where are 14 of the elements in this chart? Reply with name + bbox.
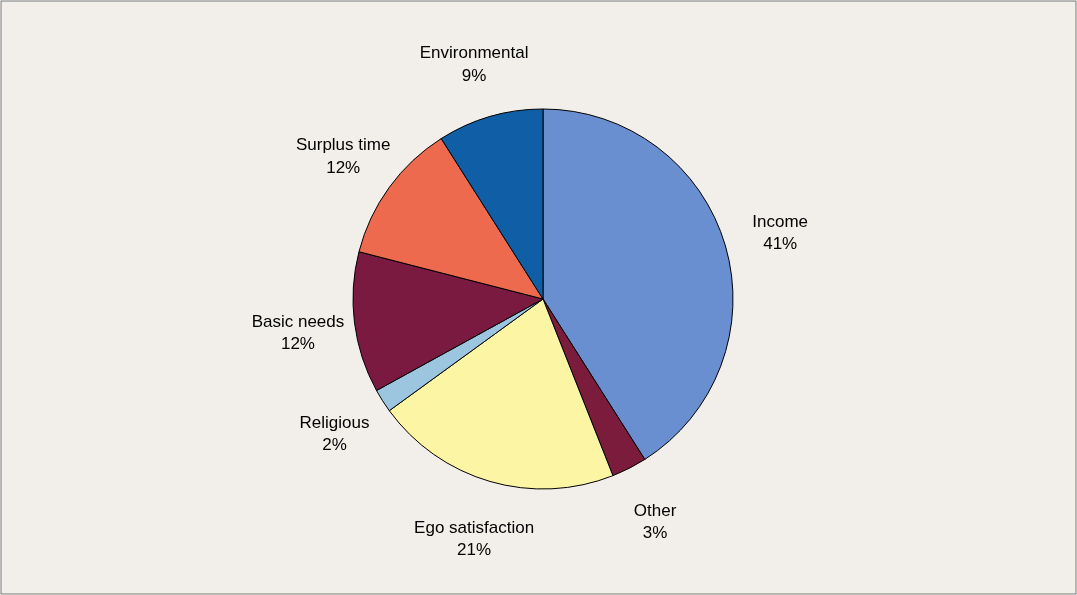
data-label: 21%: [457, 539, 492, 559]
slice-label: Ego satisfaction: [414, 517, 535, 537]
data-label: 12%: [280, 333, 315, 353]
data-label: 2%: [322, 435, 347, 455]
data-label: 9%: [461, 65, 487, 85]
slice-label: Surplus time: [295, 135, 391, 155]
slice-label: Environmental: [419, 43, 529, 63]
data-label: 3%: [642, 522, 668, 542]
data-label: 41%: [763, 233, 798, 253]
slice-label: Other: [633, 500, 677, 520]
slice-label: Basic needs: [251, 311, 345, 331]
slice-label: Religious: [299, 412, 370, 432]
data-label: 12%: [326, 157, 361, 177]
slice-label: Income: [752, 211, 809, 231]
